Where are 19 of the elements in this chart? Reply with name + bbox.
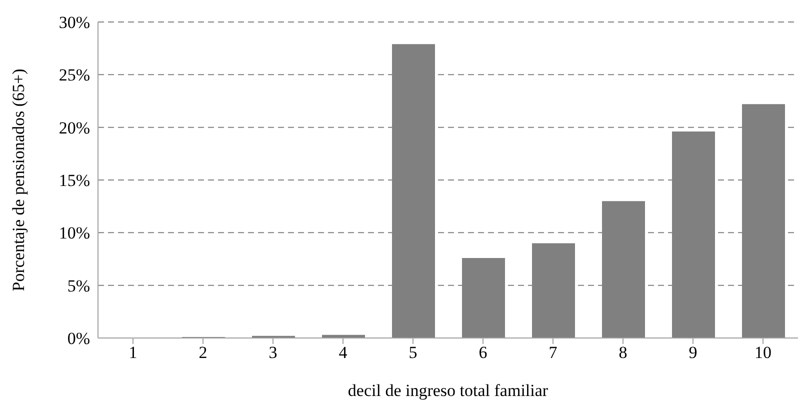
x-tick-label: 6 <box>478 343 488 362</box>
x-axis-title: decil de ingreso total familiar <box>348 381 548 400</box>
x-tick-label: 8 <box>618 343 628 362</box>
x-tick-label: 2 <box>198 343 208 362</box>
x-tick-label: 9 <box>688 343 698 362</box>
y-tick-label: 30% <box>58 13 90 32</box>
y-tick-label: 10% <box>58 224 90 243</box>
x-tick-label: 7 <box>548 343 558 362</box>
x-tick-label: 4 <box>338 343 348 362</box>
x-tick-label: 3 <box>268 343 278 362</box>
y-tick-label: 15% <box>58 171 90 190</box>
x-tick-label: 1 <box>128 343 138 362</box>
y-tick-label: 5% <box>67 276 90 296</box>
y-tick-label: 20% <box>58 118 90 138</box>
y-axis-title: Porcentaje de pensionados (65+) <box>9 68 28 292</box>
x-tick-label: 5 <box>408 343 418 362</box>
y-tick-label: 25% <box>58 66 90 85</box>
y-tick-label: 0% <box>67 329 90 348</box>
x-tick-label: 10 <box>754 343 772 362</box>
